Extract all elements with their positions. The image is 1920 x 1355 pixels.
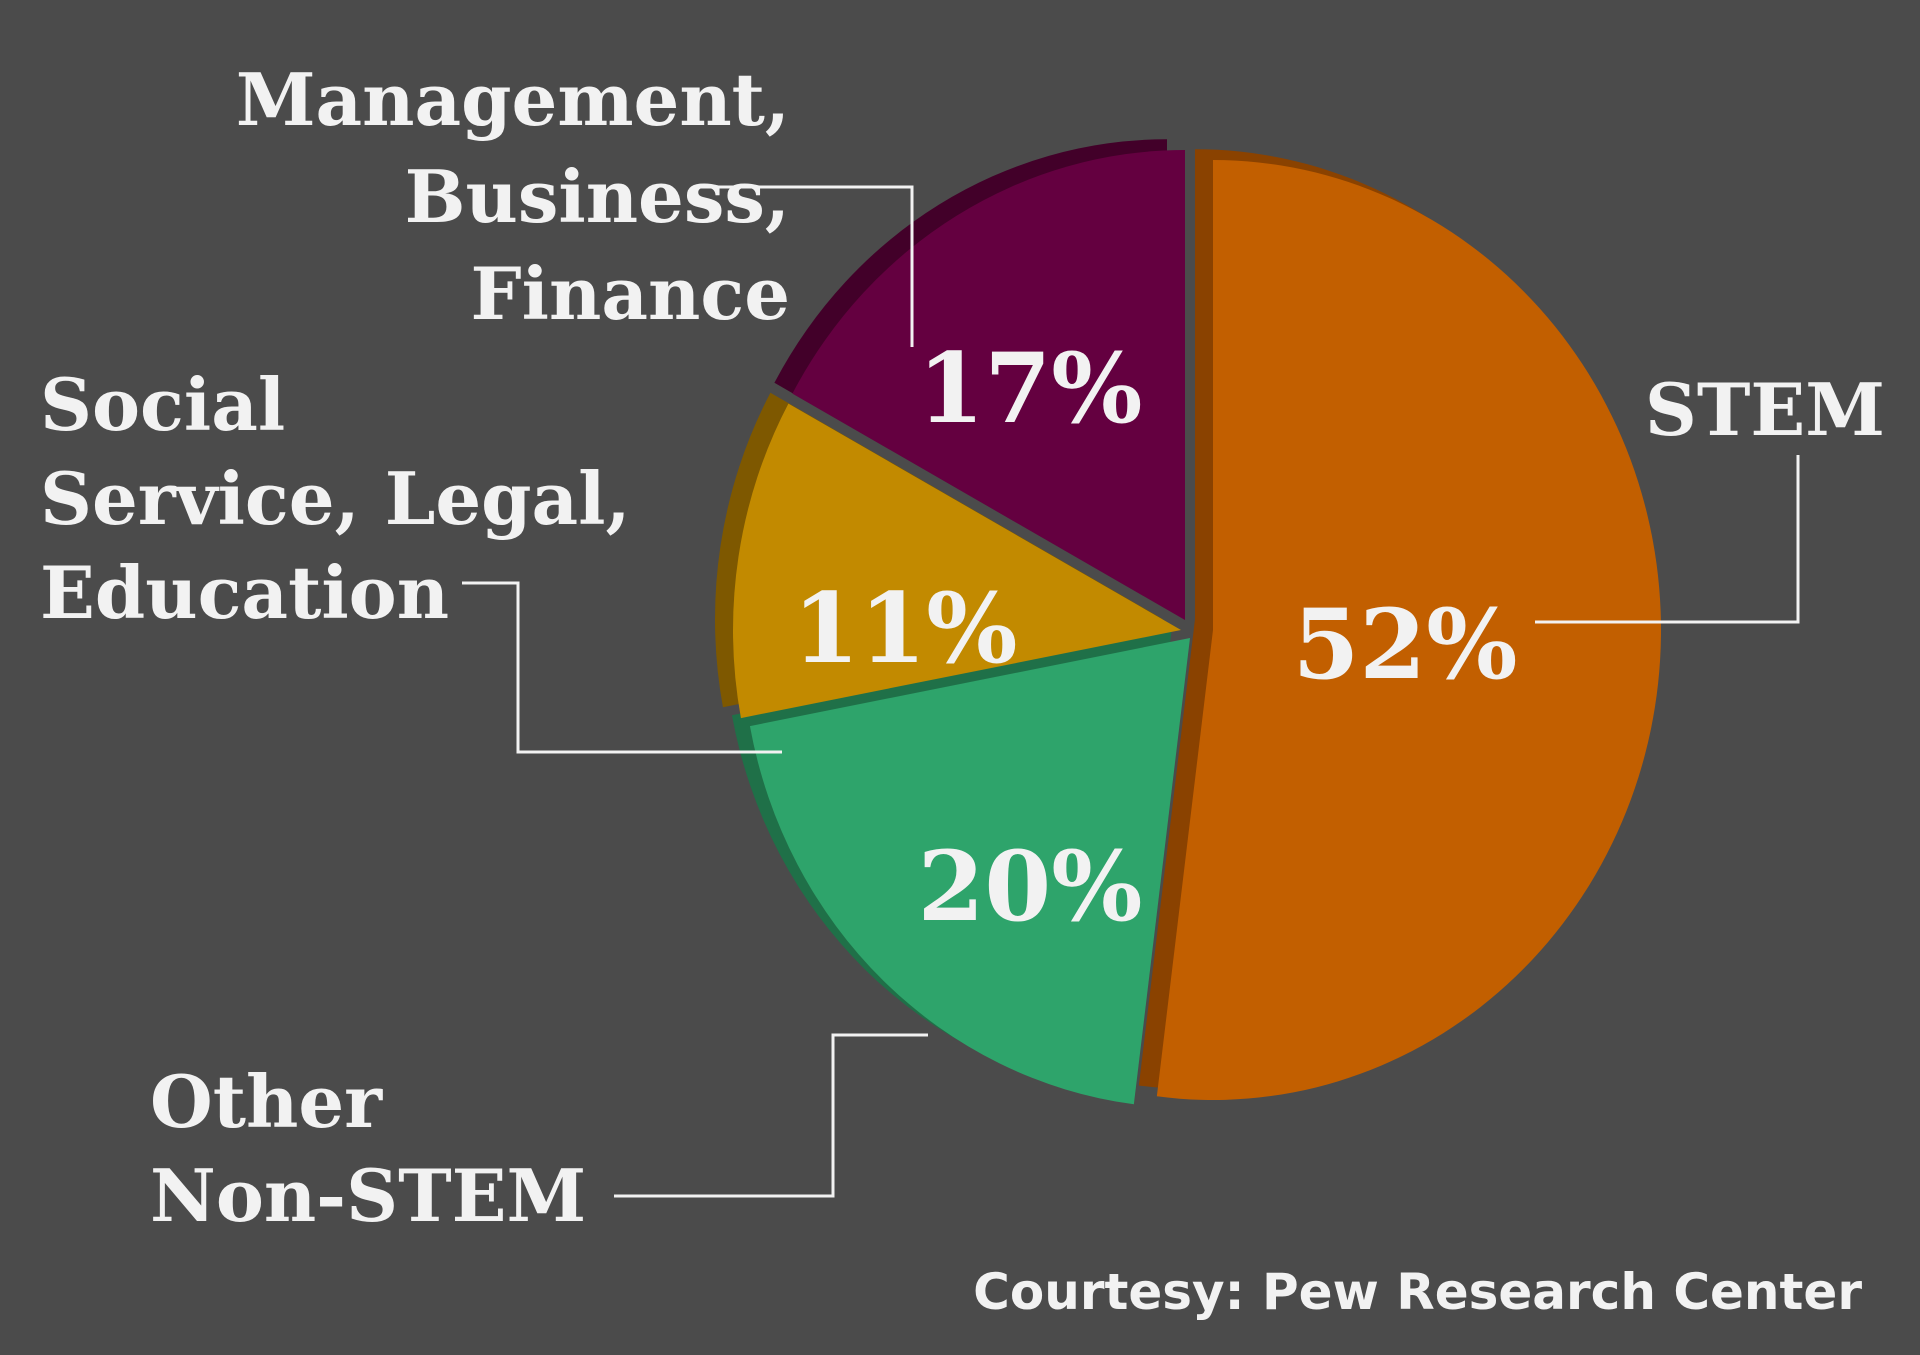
value-label-stem: 52%: [1293, 588, 1518, 701]
category-label-line: Education: [40, 550, 449, 635]
category-label-stem: STEM: [1645, 367, 1885, 452]
pie-slices: [733, 150, 1661, 1105]
value-label-management-business-finance: 17%: [918, 332, 1143, 445]
leader-line-management: [694, 185, 914, 347]
category-label-line: STEM: [1645, 367, 1885, 452]
slice-social-service-legal-education: [733, 403, 1181, 719]
category-label-social-service-legal-education: Social Service, Legal, Education: [40, 362, 631, 635]
value-labels: 52% 20% 11% 17%: [793, 332, 1518, 943]
slice-management-business-finance: [792, 150, 1185, 620]
category-label-line: Social: [40, 362, 285, 447]
category-labels: STEM Other Non-STEM Social Service, Legal, Ed…: [40, 57, 1885, 1238]
slice-other-non-stem: [749, 638, 1190, 1105]
category-label-line: Service, Legal,: [40, 456, 631, 541]
leader-line-other-non-stem: [614, 1033, 928, 1198]
leader-lines: [462, 185, 1800, 1198]
category-label-management-business-finance: Management, Business, Finance: [236, 57, 790, 336]
category-label-line: Other: [150, 1059, 383, 1144]
category-label-line: Management,: [236, 57, 790, 142]
value-label-other-non-stem: 20%: [918, 830, 1143, 943]
category-label-line: Finance: [471, 251, 790, 336]
leader-line-social-service: [462, 581, 782, 754]
category-label-other-non-stem: Other Non-STEM: [150, 1059, 586, 1238]
source-note: Courtesy: Pew Research Center: [973, 1263, 1862, 1321]
category-label-line: Non-STEM: [150, 1153, 586, 1238]
value-label-social-service-legal-education: 11%: [793, 572, 1018, 685]
slice-stem: [1156, 160, 1661, 1100]
leader-line-stem: [1535, 455, 1800, 624]
category-label-line: Business,: [405, 154, 790, 239]
